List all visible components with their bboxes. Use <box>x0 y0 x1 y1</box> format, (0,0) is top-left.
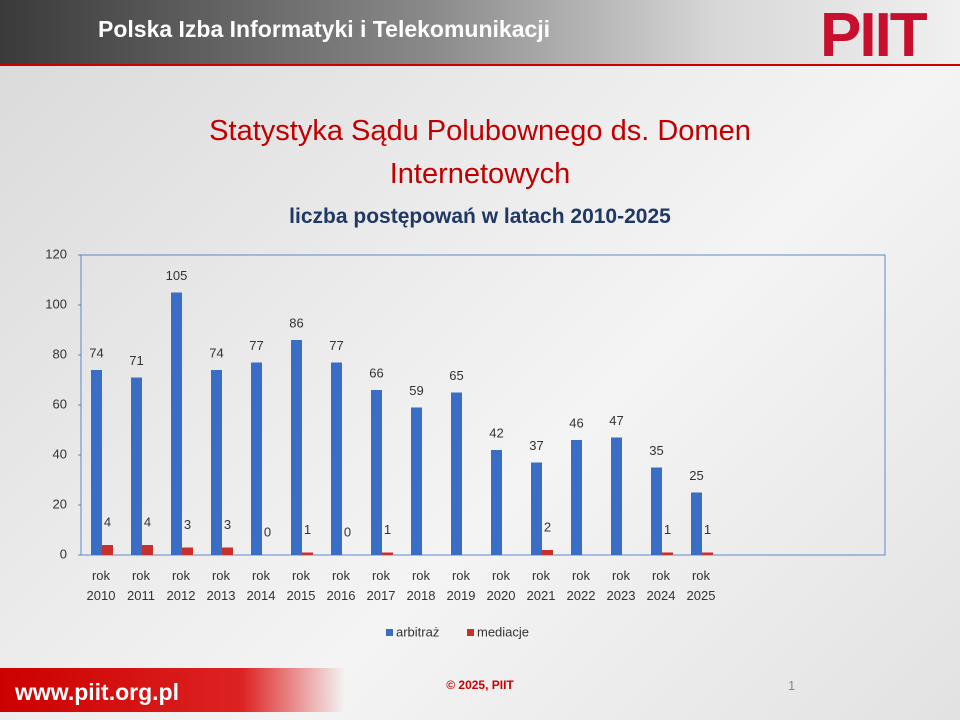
bar <box>611 437 622 555</box>
chart-title: Statystyka Sądu Polubownego ds. Domen In… <box>209 115 751 190</box>
bar <box>702 552 713 555</box>
x-tick-label: rok 2021 <box>526 568 556 603</box>
bar <box>182 547 193 555</box>
x-tick-label: rok 2020 <box>486 568 516 603</box>
chart-subtitle: liczba postępowań w latach 2010-2025 <box>289 205 671 228</box>
y-tick-label: 60 <box>53 396 67 411</box>
data-label: 1 <box>704 522 711 537</box>
bar <box>662 552 673 555</box>
header-bar <box>0 0 960 66</box>
bar <box>491 450 502 555</box>
x-tick-label: rok 2023 <box>606 568 636 603</box>
bar <box>102 545 113 555</box>
data-label: 77 <box>249 338 263 353</box>
bar <box>651 467 662 555</box>
bar <box>542 550 553 555</box>
bar <box>571 440 582 555</box>
x-tick-label: rok 2014 <box>246 568 276 603</box>
data-label: 71 <box>129 353 143 368</box>
data-label: 25 <box>689 468 703 483</box>
legend-swatch <box>467 629 474 636</box>
y-tick-label: 120 <box>45 246 67 261</box>
footer-url: www.piit.org.pl <box>0 668 345 712</box>
x-tick-label: rok 2011 <box>127 568 155 603</box>
y-tick-label: 80 <box>53 346 67 361</box>
x-tick-label: rok 2022 <box>566 568 596 603</box>
x-tick-label: rok 2010 <box>86 568 116 603</box>
data-label: 3 <box>224 517 231 532</box>
bar <box>291 340 302 555</box>
data-label: 0 <box>264 524 271 539</box>
x-tick-label: rok 2024 <box>646 568 676 603</box>
bar <box>91 370 102 555</box>
page-number: 1 <box>788 678 796 693</box>
bar <box>171 292 182 555</box>
data-label: 74 <box>209 345 223 360</box>
footer-copyright: © 2025, PIIT <box>446 678 514 692</box>
y-tick-label: 0 <box>60 546 67 561</box>
bar <box>451 392 462 555</box>
data-label: 46 <box>569 415 583 430</box>
x-tick-label: rok 2015 <box>286 568 316 603</box>
bar <box>131 377 142 555</box>
x-tick-label: rok 2012 <box>166 568 196 603</box>
logo: PIIT <box>820 1 928 70</box>
bar <box>222 547 233 555</box>
legend-label: mediacje <box>477 624 529 639</box>
bar <box>251 362 262 555</box>
x-tick-label: rok 2018 <box>406 568 436 603</box>
bar <box>211 370 222 555</box>
x-tick-label: rok 2017 <box>366 568 396 603</box>
data-label: 77 <box>329 338 343 353</box>
x-tick-label: rok 2016 <box>326 568 356 603</box>
data-label: 2 <box>544 519 551 534</box>
data-label: 0 <box>344 524 351 539</box>
x-tick-label: rok 2019 <box>446 568 476 603</box>
data-label: 1 <box>664 522 671 537</box>
bar <box>142 545 153 555</box>
bar <box>371 390 382 555</box>
data-label: 86 <box>289 315 303 330</box>
bar <box>691 492 702 555</box>
data-label: 4 <box>144 514 151 529</box>
y-tick-label: 40 <box>53 446 67 461</box>
data-label: 65 <box>449 368 463 383</box>
data-label: 1 <box>304 522 311 537</box>
x-tick-label: rok 2013 <box>206 568 236 603</box>
header-title: Polska Izba Informatyki i Telekomunikacj… <box>98 16 551 42</box>
data-label: 66 <box>369 365 383 380</box>
bar <box>331 362 342 555</box>
data-label: 35 <box>649 443 663 458</box>
data-label: 3 <box>184 517 191 532</box>
legend-label: arbitraż <box>396 624 439 639</box>
y-tick-label: 20 <box>53 496 67 511</box>
data-label: 74 <box>89 345 103 360</box>
bar <box>302 552 313 555</box>
data-label: 1 <box>384 522 391 537</box>
bar <box>411 407 422 555</box>
data-label: 47 <box>609 413 623 428</box>
data-label: 37 <box>529 438 543 453</box>
data-label: 4 <box>104 514 111 529</box>
data-label: 42 <box>489 425 503 440</box>
bar <box>531 462 542 555</box>
data-label: 59 <box>409 383 423 398</box>
y-tick-label: 100 <box>45 296 67 311</box>
plot-frame <box>80 254 886 556</box>
legend-swatch <box>386 629 393 636</box>
x-tick-label: rok 2025 <box>686 568 716 603</box>
bar <box>382 552 393 555</box>
data-label: 105 <box>166 268 188 283</box>
